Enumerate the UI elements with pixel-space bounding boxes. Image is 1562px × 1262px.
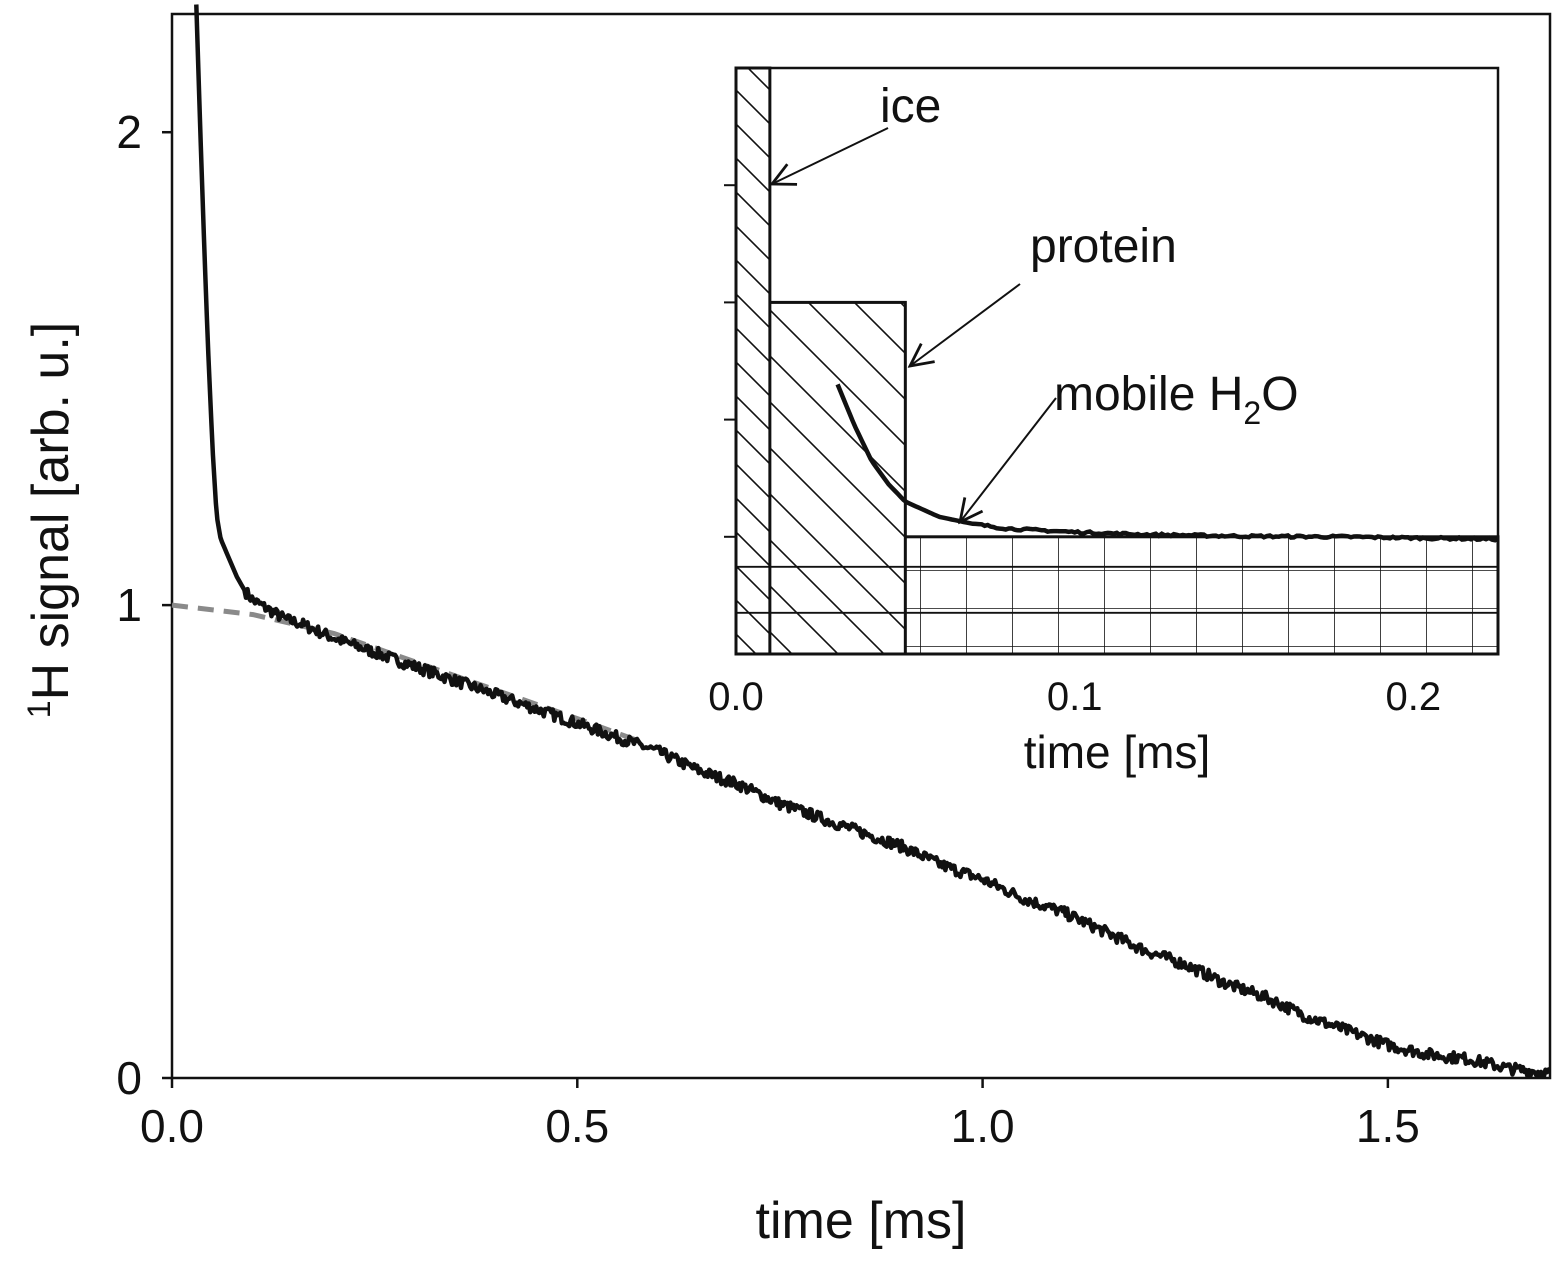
main-axis-ticks: 0.0 0.5 1.0 1.5 0 1 2 [116, 106, 1419, 1152]
inset-chart: 0.0 0.1 0.2 time [ms] ice protein mobile H… [708, 66, 1500, 778]
series-fit-dashed-line [171, 602, 643, 745]
mobile-water-label-text: mobile H [1054, 368, 1243, 421]
annotation-ice-arrow [772, 127, 889, 184]
annotation-protein-arrow [910, 283, 1021, 366]
main-y-axis-title: 1H signal [arb. u.] [21, 322, 80, 718]
inset-x-tick-label: 0.0 [708, 675, 764, 719]
x-tick-label: 1.5 [1356, 1100, 1420, 1152]
y-tick-label: 2 [116, 106, 142, 158]
x-tick-label: 0.0 [140, 1100, 204, 1152]
x-tick-label: 1.0 [951, 1100, 1015, 1152]
mobile-water-label-subscript: 2 [1243, 395, 1261, 431]
annotation-ice: ice [880, 80, 941, 133]
y-tick-label: 1 [116, 579, 142, 631]
series-measured-signal-line [194, 4, 1551, 1079]
y-axis-title-text: H signal [arb. u.] [22, 322, 80, 701]
inset-x-axis-title: time [ms] [1024, 726, 1211, 778]
inset-axis-ticks: 0.0 0.1 0.2 [708, 184, 1442, 719]
inset-component-areas [734, 66, 1500, 656]
annotation-mobile-water-arrow [960, 397, 1057, 522]
main-series-layer [171, 4, 1551, 1079]
annotation-mobile-water: mobile H2O [1054, 368, 1299, 431]
annotation-protein: protein [1030, 220, 1177, 273]
mobile-water-label-suffix: O [1261, 368, 1298, 421]
main-plot-frame [170, 12, 1552, 1080]
y-tick-label: 0 [116, 1052, 142, 1104]
inset-x-tick-label: 0.1 [1047, 675, 1103, 719]
x-tick-label: 0.5 [545, 1100, 609, 1152]
inset-signal-curve [835, 383, 1500, 543]
main-x-axis-title: time [ms] [756, 1192, 967, 1250]
inset-x-tick-label: 0.2 [1386, 675, 1442, 719]
inset-plot-frame [734, 66, 1500, 656]
inset-curve-layer [835, 383, 1500, 543]
y-axis-title-superscript: 1 [21, 700, 57, 718]
